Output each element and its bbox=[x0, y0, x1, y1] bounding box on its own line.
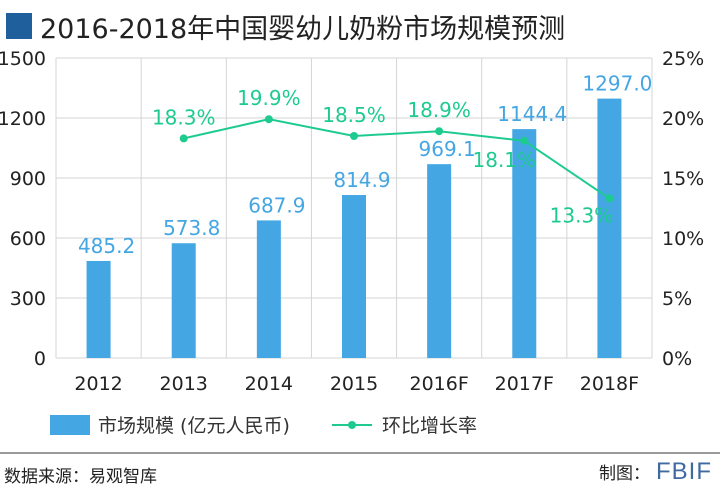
y-right-tick: 20% bbox=[662, 108, 704, 130]
bar-value-label: 1297.0 bbox=[582, 72, 652, 96]
growth-point bbox=[520, 136, 529, 145]
bar bbox=[171, 243, 196, 358]
y-left-tick: 300 bbox=[10, 288, 46, 310]
growth-point bbox=[264, 115, 273, 124]
footer-divider bbox=[0, 452, 720, 454]
legend-line-marker bbox=[348, 421, 356, 429]
growth-point bbox=[179, 134, 188, 143]
legend-bar-label: 市场规模 (亿元人民币) bbox=[98, 415, 290, 437]
legend-line-label: 环比增长率 bbox=[382, 415, 477, 437]
growth-line bbox=[183, 118, 610, 200]
chart-area: 485.2 573.8 687.9 814.9 969.1 1144.4 1297.0 18.… bbox=[0, 48, 704, 437]
growth-value-label: 18.3% bbox=[152, 105, 216, 129]
x-category-label: 2018F bbox=[580, 373, 639, 395]
x-category-label: 2012 bbox=[74, 373, 122, 395]
source-note: 数据来源：易观智库 bbox=[4, 467, 157, 487]
growth-value-label: 19.9% bbox=[237, 86, 301, 110]
y-left-tick: 600 bbox=[10, 228, 46, 250]
growth-value-label: 13.3% bbox=[550, 203, 614, 227]
growth-value-label: 18.5% bbox=[322, 103, 386, 127]
y-left-tick: 900 bbox=[10, 168, 46, 190]
bar bbox=[256, 220, 281, 358]
bar-series bbox=[86, 98, 622, 358]
y-right-tick: 5% bbox=[662, 288, 692, 310]
bar bbox=[427, 164, 452, 358]
bar-value-label: 814.9 bbox=[333, 168, 390, 192]
bar-value-label: 573.8 bbox=[163, 216, 220, 240]
title-marker bbox=[6, 13, 32, 39]
data-labels: 485.2 573.8 687.9 814.9 969.1 1144.4 1297.0 18.… bbox=[78, 72, 652, 258]
bar bbox=[86, 260, 111, 358]
credit-brand: FBIF bbox=[656, 458, 712, 485]
x-category-label: 2015 bbox=[330, 373, 378, 395]
chart-title: 2016-2018年中国婴幼儿奶粉市场规模预测 bbox=[40, 13, 566, 45]
grid-lines bbox=[55, 57, 653, 359]
growth-line-series bbox=[179, 115, 614, 203]
bar-value-label: 969.1 bbox=[419, 137, 476, 161]
bar-value-label: 687.9 bbox=[248, 193, 305, 217]
growth-point bbox=[605, 194, 614, 203]
y-right-tick: 10% bbox=[662, 228, 704, 250]
x-category-label: 2013 bbox=[160, 373, 208, 395]
bar bbox=[342, 195, 366, 358]
growth-point bbox=[350, 132, 358, 140]
y-right-tick: 0% bbox=[662, 348, 692, 370]
y-left-tick: 1200 bbox=[0, 108, 46, 130]
axes: 0 0% 300 5% 600 10% 900 15% 1200 20% 1500 25% 2012 20… bbox=[0, 48, 704, 395]
y-right-tick: 15% bbox=[662, 168, 704, 190]
credit-label: 制图： bbox=[599, 464, 650, 484]
credit: 制图： FBIF bbox=[599, 458, 712, 486]
y-left-tick: 1500 bbox=[0, 48, 46, 70]
bar bbox=[512, 129, 537, 358]
legend-bar-swatch bbox=[50, 415, 90, 435]
bar-value-label: 1144.4 bbox=[497, 102, 567, 126]
bar-value-label: 485.2 bbox=[78, 234, 135, 258]
y-right-tick: 25% bbox=[662, 48, 704, 70]
x-category-label: 2017F bbox=[495, 373, 554, 395]
chart-title-bar: 2016-2018年中国婴幼儿奶粉市场规模预测 bbox=[6, 6, 565, 46]
x-category-label: 2016F bbox=[409, 373, 468, 395]
growth-value-label: 18.9% bbox=[407, 98, 471, 122]
growth-value-label: 18.1% bbox=[473, 148, 537, 172]
bar bbox=[597, 98, 622, 358]
y-left-tick: 0 bbox=[34, 348, 46, 370]
x-category-label: 2014 bbox=[245, 373, 293, 395]
growth-point bbox=[435, 127, 444, 136]
legend: 市场规模 (亿元人民币) 环比增长率 bbox=[50, 415, 477, 437]
